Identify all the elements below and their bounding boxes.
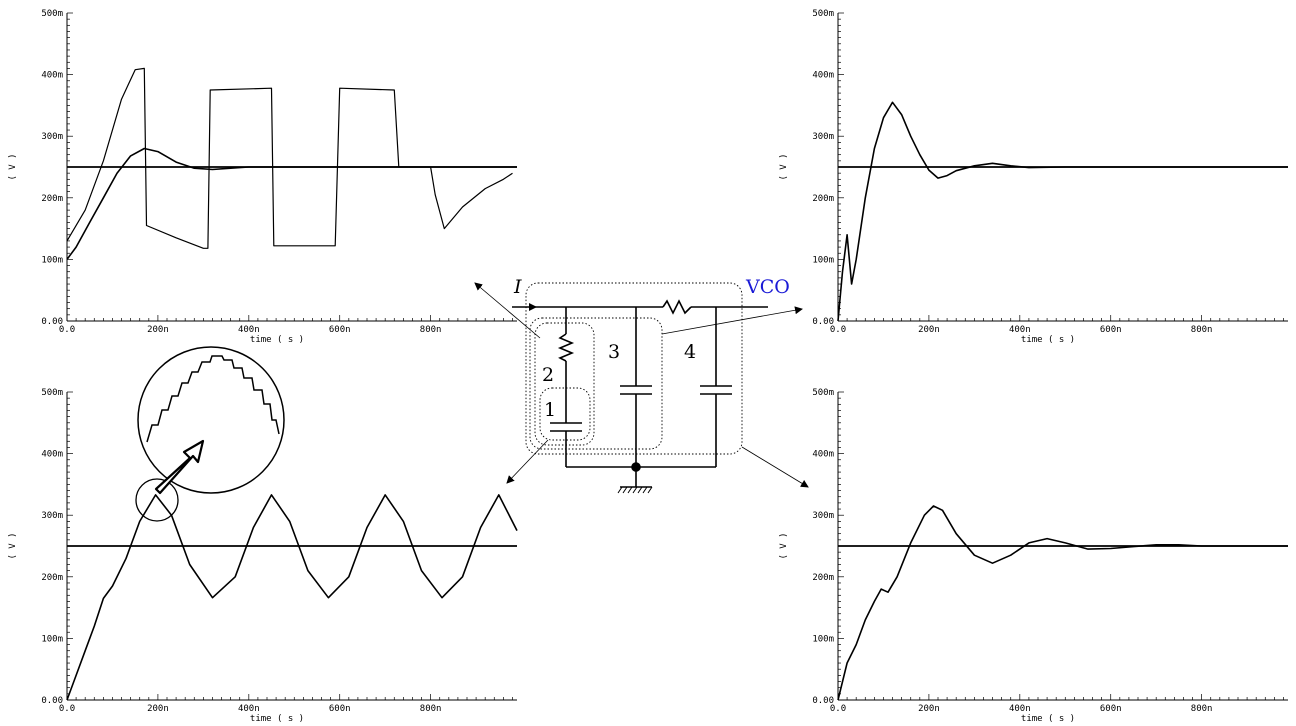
series-line xyxy=(66,494,518,701)
x-tick-label: 400n xyxy=(1009,325,1031,335)
x-tick-label: 0.0 xyxy=(830,325,846,335)
zoom-arrow xyxy=(154,439,205,495)
y-tick-label: 200m xyxy=(41,573,63,583)
x-axis-label: time ( s ) xyxy=(250,714,304,724)
x-tick-label: 800n xyxy=(1191,325,1213,335)
arrow-to-top-right xyxy=(661,306,803,335)
y-tick-label: 500m xyxy=(812,388,834,398)
current-label: I xyxy=(513,276,522,298)
y-tick-label: 100m xyxy=(41,255,63,265)
y-tick-label: 100m xyxy=(41,634,63,644)
ground-hatch xyxy=(617,486,653,494)
y-tick-label: 400m xyxy=(41,450,63,460)
y-tick-label: 100m xyxy=(812,634,834,644)
x-axis-label: time ( s ) xyxy=(1021,714,1075,724)
x-tick-label: 600n xyxy=(1100,704,1122,714)
zoom-magnified-circle xyxy=(137,346,285,494)
y-tick-label: 500m xyxy=(41,388,63,398)
x-tick-label: 800n xyxy=(1191,704,1213,714)
x-tick-label: 0.0 xyxy=(59,704,75,714)
y-tick-label: 200m xyxy=(812,573,834,583)
x-tick-label: 600n xyxy=(329,704,351,714)
y-tick-label: 0.00 xyxy=(41,696,63,706)
x-tick-label: 0.0 xyxy=(59,325,75,335)
series-line xyxy=(837,505,1288,701)
chart-bottom-left: 0.00 100m 200m 300m 400m 500m 0.0 200n 400n 600n 8… xyxy=(8,388,518,724)
series-line xyxy=(837,101,1288,322)
y-tick-label: 0.00 xyxy=(41,317,63,327)
zoom-inset xyxy=(135,346,285,522)
y-tick-label: 100m xyxy=(812,255,834,265)
order-label-4: 4 xyxy=(684,341,696,363)
order-label-3: 3 xyxy=(608,341,620,363)
series-line xyxy=(66,67,513,249)
y-tick-label: 200m xyxy=(41,194,63,204)
y-tick-label: 300m xyxy=(41,132,63,142)
y-tick-label: 500m xyxy=(812,9,834,19)
order-labels: 1 2 3 4 xyxy=(542,341,696,421)
zoom-source-circle xyxy=(135,478,179,522)
y-tick-label: 400m xyxy=(812,71,834,81)
y-axis-label: ( V ) xyxy=(779,532,789,559)
x-tick-label: 200n xyxy=(918,704,940,714)
x-tick-label: 600n xyxy=(329,325,351,335)
vco-label: VCO xyxy=(745,276,790,298)
x-axis-label: time ( s ) xyxy=(250,335,304,345)
x-tick-label: 200n xyxy=(147,704,169,714)
y-tick-label: 0.00 xyxy=(812,317,834,327)
enclosure-order-3 xyxy=(529,317,663,450)
y-tick-label: 200m xyxy=(812,194,834,204)
y-tick-label: 500m xyxy=(41,9,63,19)
loop-filter-schematic: I VCO xyxy=(512,276,790,494)
x-tick-label: 800n xyxy=(420,325,442,335)
x-axis-label: time ( s ) xyxy=(1021,335,1075,345)
x-tick-label: 400n xyxy=(238,325,260,335)
series-resistor xyxy=(662,299,692,315)
x-tick-label: 200n xyxy=(918,325,940,335)
enclosure-order-2 xyxy=(534,322,595,446)
pointer-arrows xyxy=(474,282,809,488)
x-tick-label: 200n xyxy=(147,325,169,335)
arrow-to-top-left xyxy=(474,282,541,339)
enclosure-order-4 xyxy=(525,282,743,455)
x-tick-label: 600n xyxy=(1100,325,1122,335)
y-tick-label: 400m xyxy=(41,71,63,81)
order-enclosures xyxy=(525,282,743,455)
x-tick-label: 400n xyxy=(238,704,260,714)
x-tick-label: 0.0 xyxy=(830,704,846,714)
chart-top-right: 0.00 100m 200m 300m 400m 500m 0.0 200n 400n 600n 8… xyxy=(779,9,1288,345)
y-tick-label: 300m xyxy=(41,511,63,521)
arrow-to-bottom-left xyxy=(506,439,549,484)
series-line xyxy=(66,147,517,260)
y-tick-label: 0.00 xyxy=(812,696,834,706)
x-tick-label: 800n xyxy=(420,704,442,714)
order-label-2: 2 xyxy=(542,364,554,386)
y-axis-label: ( V ) xyxy=(779,153,789,180)
x-tick-label: 400n xyxy=(1009,704,1031,714)
y-tick-label: 300m xyxy=(812,511,834,521)
y-axis-label: ( V ) xyxy=(8,153,18,180)
chart-top-left: 0.00 100m 200m 300m 400m 500m 0.0 200n 400n 600n 8… xyxy=(8,9,517,345)
shunt-resistor xyxy=(557,333,575,362)
y-tick-label: 400m xyxy=(812,450,834,460)
arrow-to-bottom-right xyxy=(741,446,809,488)
order-label-1: 1 xyxy=(544,399,556,421)
zoom-staircase-curve xyxy=(146,355,280,443)
y-axis-label: ( V ) xyxy=(8,532,18,559)
chart-bottom-right: 0.00 100m 200m 300m 400m 500m 0.0 200n 400n 600n 8… xyxy=(779,388,1288,724)
y-tick-label: 300m xyxy=(812,132,834,142)
